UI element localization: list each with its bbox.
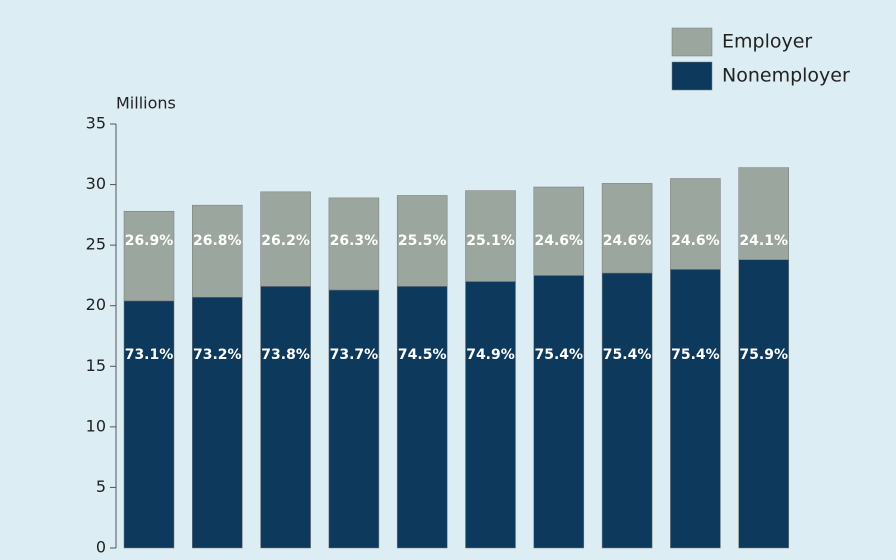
y-tick-label: 10	[86, 416, 106, 435]
bar-segment	[123, 300, 175, 549]
share-label: 73.7%	[330, 347, 379, 363]
bar-segment	[260, 286, 311, 549]
bar-segment	[533, 186, 585, 276]
share-label: 25.5%	[398, 233, 447, 249]
share-label: 75.9%	[739, 347, 788, 363]
bar-segment	[192, 204, 243, 298]
share-label: 74.9%	[466, 347, 515, 363]
bar-segment	[670, 178, 721, 270]
bar-segment	[123, 210, 175, 302]
y-tick-label: 0	[96, 538, 106, 557]
share-label: 75.4%	[535, 347, 584, 363]
bar-segment	[396, 286, 448, 549]
bar-segment	[738, 167, 789, 260]
bar-segment	[738, 259, 789, 549]
share-label: 75.4%	[671, 347, 720, 363]
share-label: 26.3%	[330, 233, 379, 249]
share-label: 75.4%	[603, 347, 652, 363]
y-tick-label: 30	[86, 174, 106, 193]
bar-segment	[328, 289, 380, 549]
legend-label: Employer	[722, 31, 812, 53]
legend-swatch	[671, 27, 713, 57]
bar-segment	[465, 190, 516, 282]
bar-segment	[465, 281, 516, 549]
bar-segment	[601, 272, 653, 549]
legend-swatch	[671, 61, 713, 91]
share-label: 26.8%	[193, 233, 242, 249]
bar-segment	[328, 197, 380, 291]
share-label: 24.6%	[535, 233, 584, 249]
y-tick-label: 5	[96, 477, 106, 496]
bar-segment	[192, 296, 243, 549]
bar-segment	[260, 191, 311, 287]
bar-segment	[396, 195, 448, 287]
legend-label: Nonemployer	[722, 65, 850, 87]
y-tick-label: 35	[86, 114, 106, 133]
y-axis-label: Millions	[116, 94, 176, 113]
share-label: 74.5%	[398, 347, 447, 363]
y-tick-label: 20	[86, 295, 106, 314]
share-label: 73.1%	[125, 347, 174, 363]
share-label: 26.9%	[125, 233, 174, 249]
y-tick-label: 25	[86, 235, 106, 254]
share-label: 24.1%	[739, 233, 788, 249]
share-label: 25.1%	[466, 233, 515, 249]
bar-segment	[601, 183, 653, 274]
share-label: 73.2%	[193, 347, 242, 363]
share-label: 26.2%	[261, 233, 310, 249]
bar-segment	[533, 275, 585, 549]
share-label: 73.8%	[261, 347, 310, 363]
y-tick-label: 15	[86, 356, 106, 375]
share-label: 24.6%	[603, 233, 652, 249]
share-label: 24.6%	[671, 233, 720, 249]
bar-segment	[670, 269, 721, 549]
